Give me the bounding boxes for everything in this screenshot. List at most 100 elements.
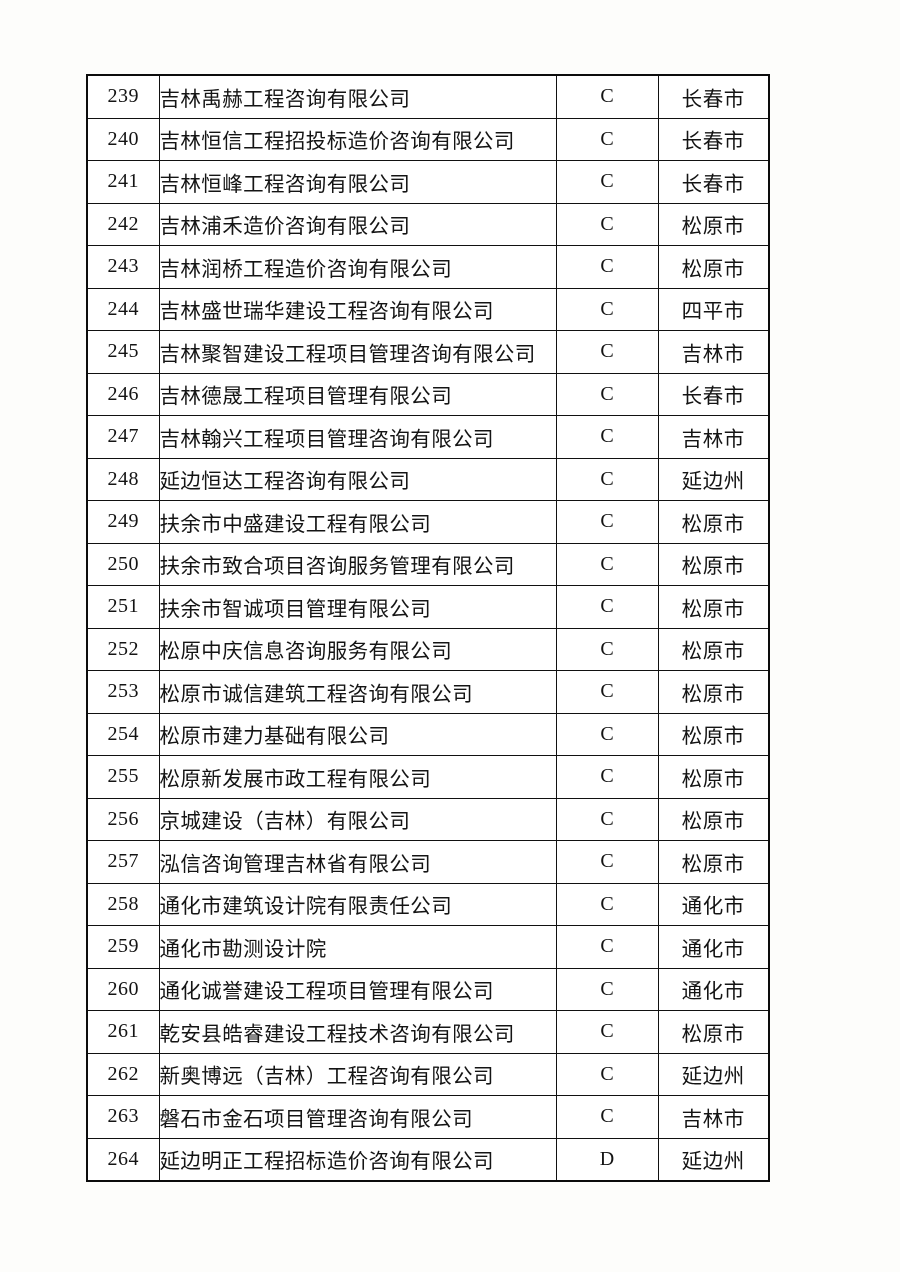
grade-cell: C bbox=[555, 797, 659, 841]
grade-cell: C bbox=[555, 457, 659, 501]
row-index-cell: 257 bbox=[86, 840, 160, 884]
table-row: 251 扶余市智诚项目管理有限公司 C 松原市 bbox=[86, 585, 770, 629]
company-name-cell: 通化市建筑设计院有限责任公司 bbox=[158, 882, 557, 926]
table-row: 244 吉林盛世瑞华建设工程咨询有限公司 C 四平市 bbox=[86, 287, 770, 331]
grade-cell: C bbox=[555, 117, 659, 161]
company-name-cell: 吉林恒峰工程咨询有限公司 bbox=[158, 160, 557, 204]
table-row: 255 松原新发展市政工程有限公司 C 松原市 bbox=[86, 755, 770, 799]
table-body: 239 吉林禹赫工程咨询有限公司 C 长春市 240 吉林恒信工程招投标造价咨询有限公司 C… bbox=[86, 74, 770, 1182]
grade-cell: C bbox=[555, 840, 659, 884]
row-index-cell: 254 bbox=[86, 712, 160, 756]
company-name-cell: 吉林德晟工程项目管理有限公司 bbox=[158, 372, 557, 416]
grade-cell: C bbox=[555, 712, 659, 756]
company-name-cell: 泓信咨询管理吉林省有限公司 bbox=[158, 840, 557, 884]
company-name-cell: 延边明正工程招标造价咨询有限公司 bbox=[158, 1137, 557, 1182]
region-cell: 松原市 bbox=[657, 712, 770, 756]
grade-cell: C bbox=[555, 925, 659, 969]
table-row: 240 吉林恒信工程招投标造价咨询有限公司 C 长春市 bbox=[86, 117, 770, 161]
grade-cell: C bbox=[555, 415, 659, 459]
company-name-cell: 吉林润桥工程造价咨询有限公司 bbox=[158, 245, 557, 289]
table-row: 241 吉林恒峰工程咨询有限公司 C 长春市 bbox=[86, 160, 770, 204]
grade-cell: C bbox=[555, 670, 659, 714]
grade-cell: C bbox=[555, 1052, 659, 1096]
row-index-cell: 251 bbox=[86, 585, 160, 629]
table-row: 252 松原中庆信息咨询服务有限公司 C 松原市 bbox=[86, 627, 770, 671]
table-row: 262 新奥博远（吉林）工程咨询有限公司 C 延边州 bbox=[86, 1052, 770, 1096]
company-name-cell: 吉林盛世瑞华建设工程咨询有限公司 bbox=[158, 287, 557, 331]
row-index-cell: 244 bbox=[86, 287, 160, 331]
company-name-cell: 通化诚誉建设工程项目管理有限公司 bbox=[158, 967, 557, 1011]
company-name-cell: 扶余市智诚项目管理有限公司 bbox=[158, 585, 557, 629]
grade-cell: C bbox=[555, 160, 659, 204]
company-qualification-table-container: 239 吉林禹赫工程咨询有限公司 C 长春市 240 吉林恒信工程招投标造价咨询有限公司 C… bbox=[86, 74, 770, 1182]
region-cell: 吉林市 bbox=[657, 1095, 770, 1139]
row-index-cell: 246 bbox=[86, 372, 160, 416]
region-cell: 松原市 bbox=[657, 585, 770, 629]
table-row: 249 扶余市中盛建设工程有限公司 C 松原市 bbox=[86, 500, 770, 544]
company-name-cell: 吉林浦禾造价咨询有限公司 bbox=[158, 202, 557, 246]
company-name-cell: 吉林禹赫工程咨询有限公司 bbox=[158, 74, 557, 119]
company-name-cell: 通化市勘测设计院 bbox=[158, 925, 557, 969]
region-cell: 吉林市 bbox=[657, 415, 770, 459]
company-name-cell: 吉林聚智建设工程项目管理咨询有限公司 bbox=[158, 330, 557, 374]
table-row: 239 吉林禹赫工程咨询有限公司 C 长春市 bbox=[86, 74, 770, 119]
grade-cell: C bbox=[555, 287, 659, 331]
row-index-cell: 239 bbox=[86, 74, 160, 119]
table-row: 257 泓信咨询管理吉林省有限公司 C 松原市 bbox=[86, 840, 770, 884]
table-row: 254 松原市建力基础有限公司 C 松原市 bbox=[86, 712, 770, 756]
table-row: 248 延边恒达工程咨询有限公司 C 延边州 bbox=[86, 457, 770, 501]
company-name-cell: 松原市诚信建筑工程咨询有限公司 bbox=[158, 670, 557, 714]
company-name-cell: 乾安县皓睿建设工程技术咨询有限公司 bbox=[158, 1010, 557, 1054]
region-cell: 松原市 bbox=[657, 755, 770, 799]
row-index-cell: 253 bbox=[86, 670, 160, 714]
company-name-cell: 松原中庆信息咨询服务有限公司 bbox=[158, 627, 557, 671]
grade-cell: C bbox=[555, 202, 659, 246]
row-index-cell: 259 bbox=[86, 925, 160, 969]
table-row: 260 通化诚誉建设工程项目管理有限公司 C 通化市 bbox=[86, 967, 770, 1011]
company-name-cell: 松原市建力基础有限公司 bbox=[158, 712, 557, 756]
row-index-cell: 256 bbox=[86, 797, 160, 841]
grade-cell: C bbox=[555, 627, 659, 671]
region-cell: 通化市 bbox=[657, 967, 770, 1011]
grade-cell: C bbox=[555, 74, 659, 119]
region-cell: 松原市 bbox=[657, 1010, 770, 1054]
grade-cell: C bbox=[555, 330, 659, 374]
region-cell: 四平市 bbox=[657, 287, 770, 331]
table-row: 253 松原市诚信建筑工程咨询有限公司 C 松原市 bbox=[86, 670, 770, 714]
grade-cell: C bbox=[555, 245, 659, 289]
company-qualification-table: 239 吉林禹赫工程咨询有限公司 C 长春市 240 吉林恒信工程招投标造价咨询有限公司 C… bbox=[86, 74, 770, 1182]
grade-cell: C bbox=[555, 1010, 659, 1054]
row-index-cell: 241 bbox=[86, 160, 160, 204]
company-name-cell: 扶余市中盛建设工程有限公司 bbox=[158, 500, 557, 544]
region-cell: 松原市 bbox=[657, 627, 770, 671]
table-row: 245 吉林聚智建设工程项目管理咨询有限公司 C 吉林市 bbox=[86, 330, 770, 374]
region-cell: 松原市 bbox=[657, 670, 770, 714]
table-row: 242 吉林浦禾造价咨询有限公司 C 松原市 bbox=[86, 202, 770, 246]
table-row: 261 乾安县皓睿建设工程技术咨询有限公司 C 松原市 bbox=[86, 1010, 770, 1054]
table-row: 247 吉林翰兴工程项目管理咨询有限公司 C 吉林市 bbox=[86, 415, 770, 459]
row-index-cell: 260 bbox=[86, 967, 160, 1011]
row-index-cell: 261 bbox=[86, 1010, 160, 1054]
row-index-cell: 249 bbox=[86, 500, 160, 544]
region-cell: 延边州 bbox=[657, 457, 770, 501]
company-name-cell: 延边恒达工程咨询有限公司 bbox=[158, 457, 557, 501]
table-row: 256 京城建设（吉林）有限公司 C 松原市 bbox=[86, 797, 770, 841]
region-cell: 长春市 bbox=[657, 74, 770, 119]
row-index-cell: 258 bbox=[86, 882, 160, 926]
row-index-cell: 242 bbox=[86, 202, 160, 246]
grade-cell: C bbox=[555, 372, 659, 416]
region-cell: 长春市 bbox=[657, 117, 770, 161]
row-index-cell: 263 bbox=[86, 1095, 160, 1139]
region-cell: 松原市 bbox=[657, 245, 770, 289]
table-row: 243 吉林润桥工程造价咨询有限公司 C 松原市 bbox=[86, 245, 770, 289]
region-cell: 松原市 bbox=[657, 202, 770, 246]
row-index-cell: 255 bbox=[86, 755, 160, 799]
region-cell: 松原市 bbox=[657, 500, 770, 544]
row-index-cell: 245 bbox=[86, 330, 160, 374]
region-cell: 延边州 bbox=[657, 1137, 770, 1182]
company-name-cell: 新奥博远（吉林）工程咨询有限公司 bbox=[158, 1052, 557, 1096]
row-index-cell: 262 bbox=[86, 1052, 160, 1096]
row-index-cell: 250 bbox=[86, 542, 160, 586]
grade-cell: C bbox=[555, 1095, 659, 1139]
grade-cell: D bbox=[555, 1137, 659, 1182]
